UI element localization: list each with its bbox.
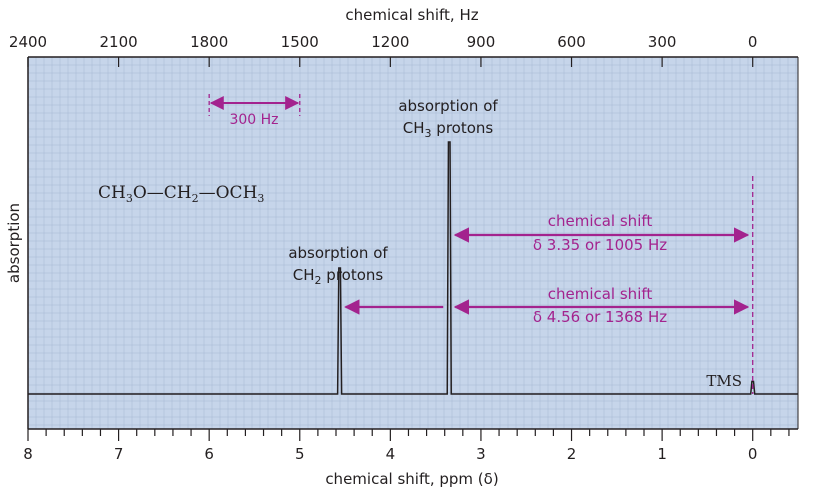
x2-tick-label: 2100 [99, 33, 137, 51]
x-tick-label: 0 [748, 445, 758, 463]
x2-tick-label: 600 [557, 33, 586, 51]
ch3-peak-label-line2: CH3 protons [403, 119, 494, 140]
x2-tick-label: 0 [748, 33, 758, 51]
x-axis-ticks: 8 7 6 5 4 3 2 1 0 [23, 429, 790, 463]
chemical-shift-1-label: chemical shift [548, 212, 653, 230]
x-tick-label: 8 [23, 445, 33, 463]
x2-axis-ticks: 2400 2100 1800 1500 1200 900 600 300 0 [9, 33, 758, 67]
x2-tick-label: 900 [467, 33, 496, 51]
ch2-peak-label-line1: absorption of [288, 244, 388, 262]
chemical-shift-1-value: δ 3.35 or 1005 Hz [533, 236, 667, 254]
ch2-peak-label-line2: CH2 protons [293, 266, 384, 287]
grid-lines [28, 57, 798, 429]
x-tick-label: 1 [657, 445, 667, 463]
x-tick-label: 4 [386, 445, 396, 463]
y-axis-title: absorption [5, 203, 23, 283]
spectrum-trace [28, 141, 798, 395]
x2-tick-label: 1500 [281, 33, 319, 51]
x-tick-label: 5 [295, 445, 305, 463]
x-tick-label: 3 [476, 445, 486, 463]
tms-label: TMS [706, 372, 742, 390]
x-tick-label: 7 [114, 445, 124, 463]
chemical-shift-2-value: δ 4.56 or 1368 Hz [533, 308, 667, 326]
chemical-shift-2-label: chemical shift [548, 285, 653, 303]
x2-tick-label: 2400 [9, 33, 47, 51]
x2-tick-label: 1800 [190, 33, 228, 51]
molecular-formula: CH3O—CH2—OCH3 [98, 183, 264, 205]
x-tick-label: 6 [204, 445, 214, 463]
ch3-peak-label-line1: absorption of [398, 97, 498, 115]
scale-label: 300 Hz [229, 112, 278, 128]
x2-tick-label: 1200 [371, 33, 409, 51]
x-axis-title: chemical shift, ppm (δ) [325, 470, 498, 488]
x2-tick-label: 300 [648, 33, 677, 51]
plot-area [28, 57, 798, 429]
x2-axis-title: chemical shift, Hz [345, 6, 478, 24]
x-tick-label: 2 [567, 445, 577, 463]
scale-bar-300hz: 300 Hz [208, 94, 301, 128]
